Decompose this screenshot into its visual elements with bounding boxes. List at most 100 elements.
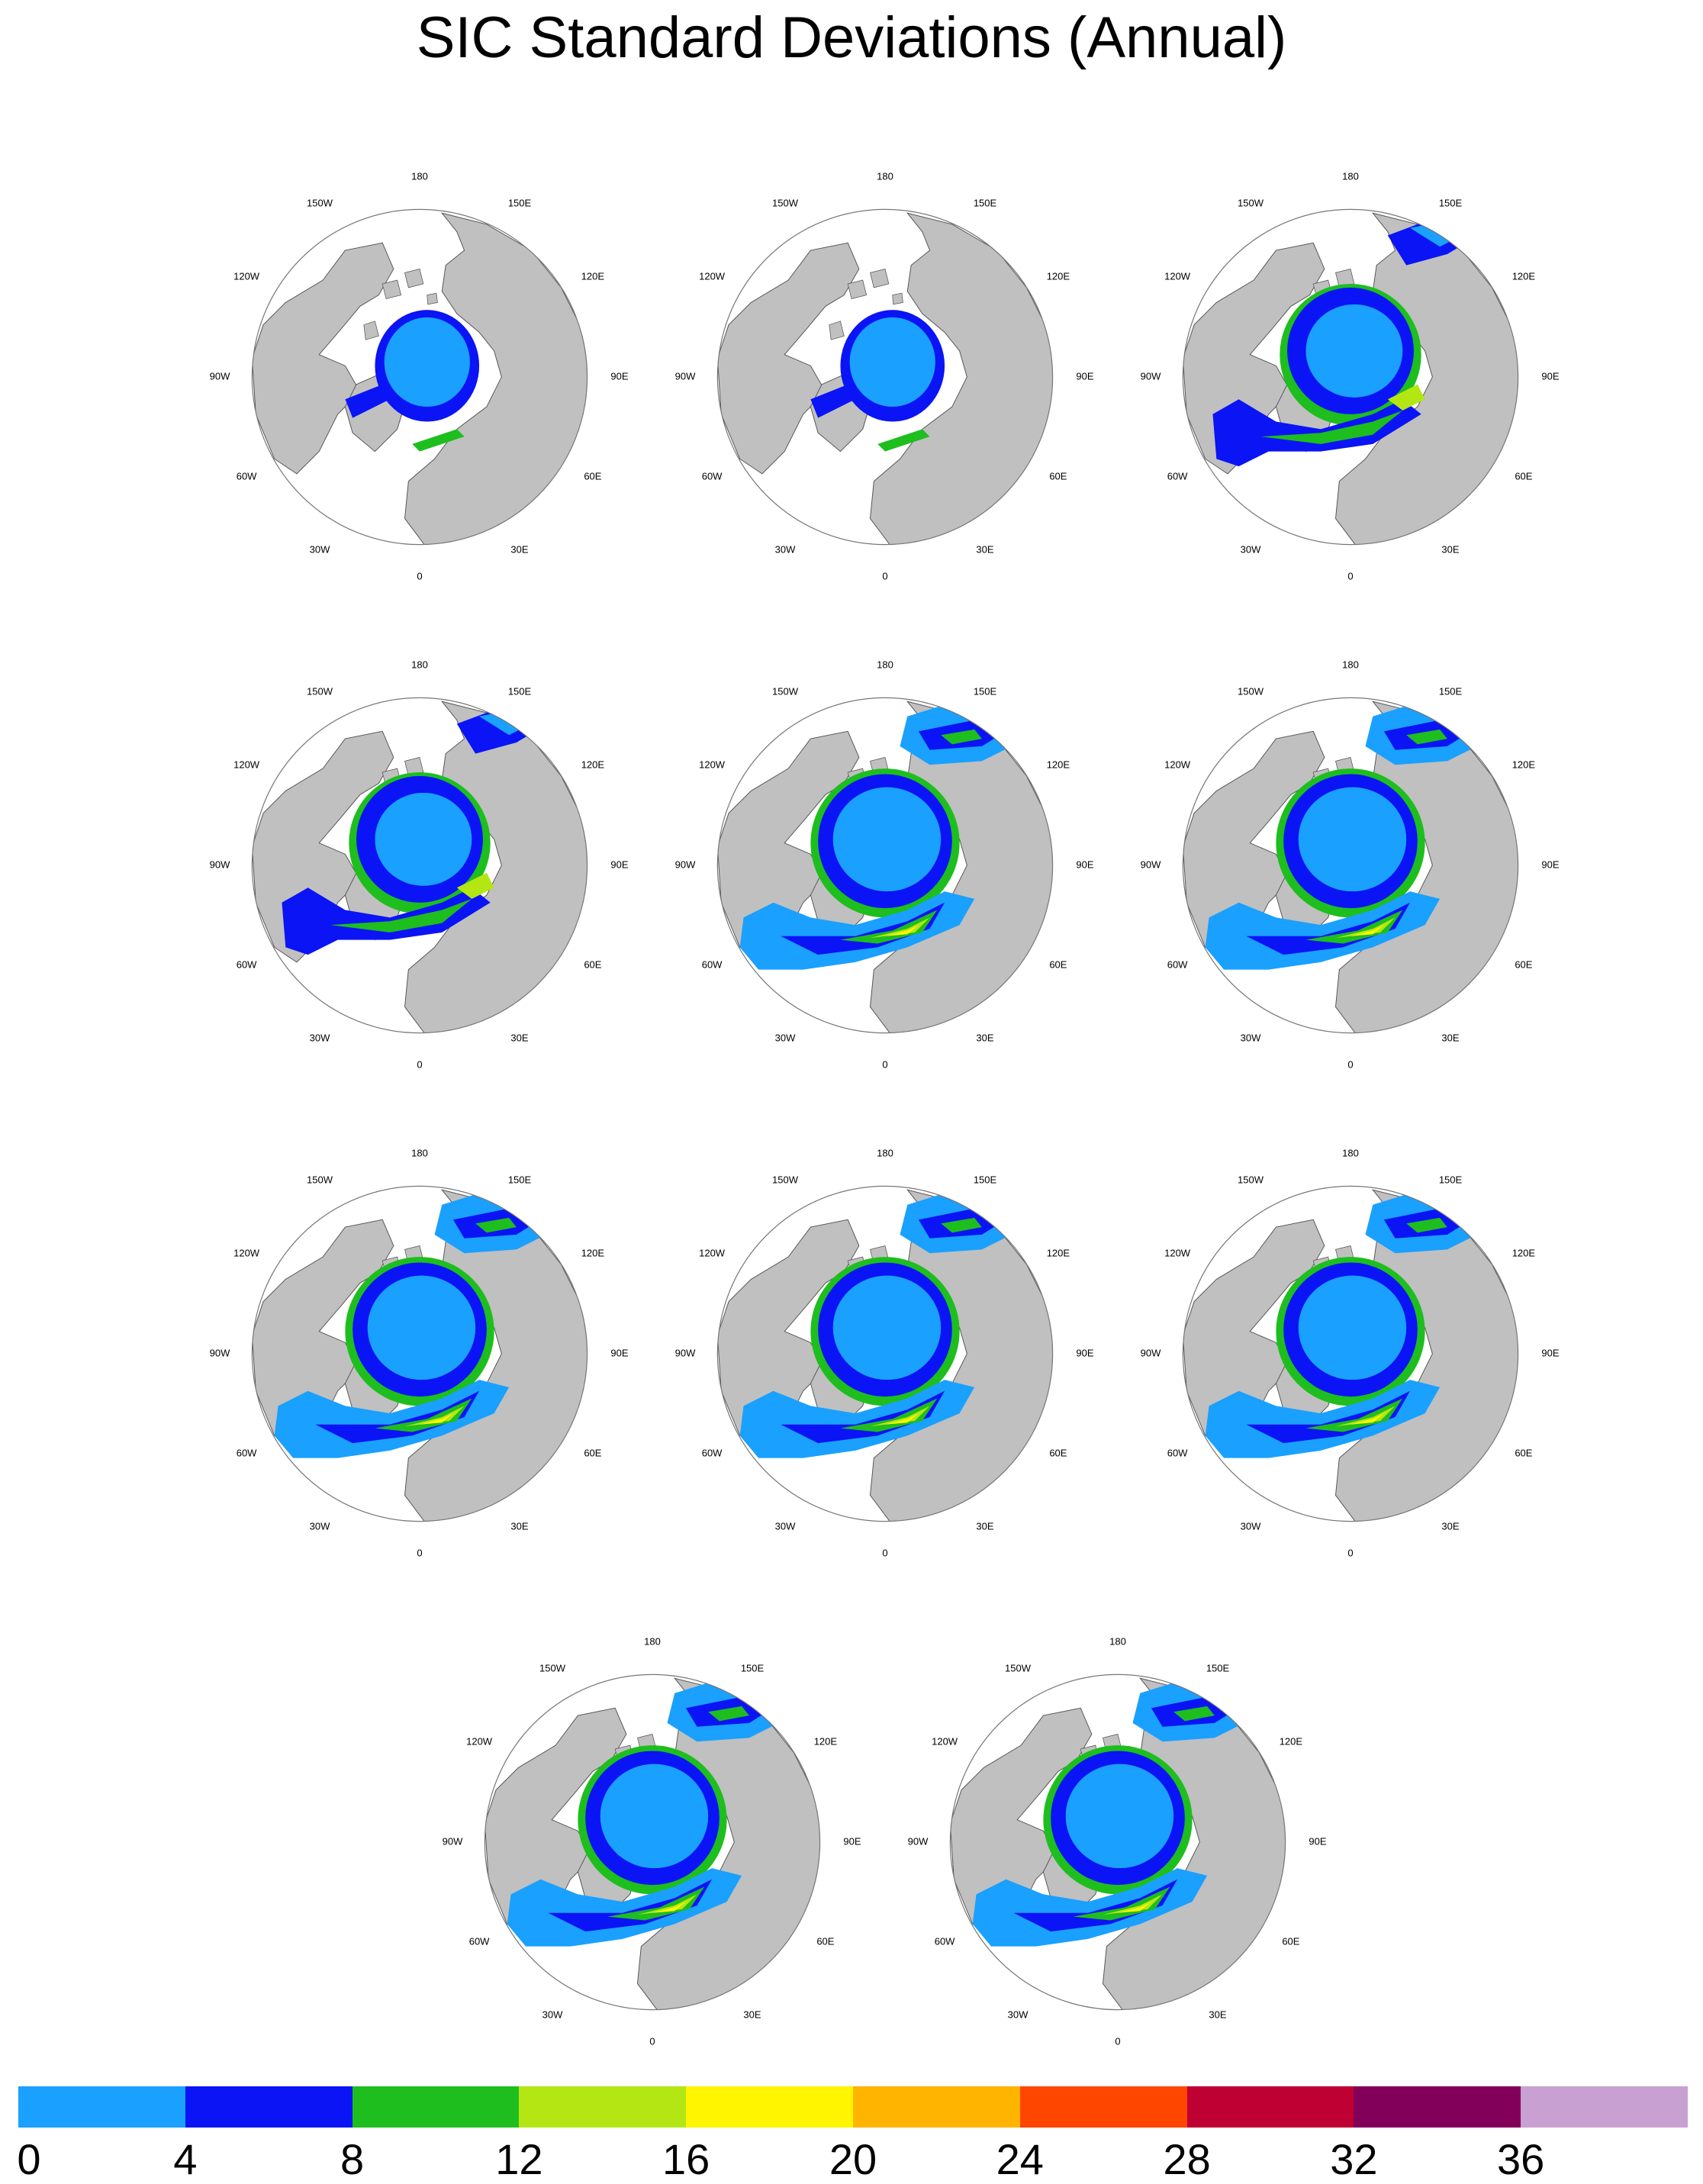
longitude-label: 90W — [675, 370, 696, 382]
longitude-label: 30E — [976, 1520, 993, 1532]
longitude-label: 120E — [1047, 759, 1070, 770]
longitude-label: 30W — [775, 543, 796, 555]
sea-ice-sd-field — [739, 697, 1027, 970]
longitude-label: 30E — [1441, 543, 1459, 555]
polar-map: 180 150E 120E 90E 60E 30E 0 30W 60W 90W 120W 150W — [908, 1635, 1327, 2047]
longitude-label: 60E — [1049, 1447, 1067, 1458]
longitude-label: 60E — [584, 1447, 601, 1458]
longitude-label: 30E — [743, 2008, 761, 2020]
longitude-label: 120W — [699, 270, 726, 282]
longitude-label: 150E — [974, 1174, 997, 1186]
longitude-label: 90E — [610, 858, 628, 870]
colorbar-tick-label: 0 — [17, 2135, 41, 2183]
longitude-label: 90E — [1541, 858, 1559, 870]
longitude-label: 180 — [877, 1147, 893, 1158]
colorbar-segment — [519, 2086, 687, 2128]
longitude-label: 120W — [1164, 759, 1191, 770]
longitude-label: 90E — [1541, 370, 1559, 382]
longitude-label: 60E — [1515, 958, 1532, 970]
longitude-label: 30E — [510, 1032, 528, 1043]
longitude-label: 30W — [310, 1520, 330, 1532]
longitude-label: 30E — [1209, 2008, 1226, 2020]
longitude-label: 150W — [1238, 198, 1264, 209]
longitude-label: 60W — [237, 1447, 257, 1458]
longitude-label: 150W — [307, 686, 333, 697]
sea-ice-sd-field — [972, 1674, 1260, 1947]
longitude-label: 90W — [908, 1835, 929, 1847]
longitude-label: 60W — [1167, 470, 1188, 482]
polar-map: 180 150E 120E 90E 60E 30E 0 30W 60W 90W 120W 150W — [1141, 659, 1560, 1070]
longitude-label: 90E — [1541, 1347, 1559, 1358]
sea-ice-sd-field — [1205, 697, 1492, 970]
sea-ice-sd-field — [274, 1186, 562, 1458]
longitude-label: 120W — [233, 270, 260, 282]
map-panel: 180 150E 120E 90E 60E 30E 0 30W 60W 90W 120W 150W — [656, 603, 1114, 1091]
sea-ice-sd-field — [1205, 1186, 1492, 1458]
longitude-label: 150W — [1238, 686, 1264, 697]
longitude-label: 30W — [1241, 1520, 1261, 1532]
longitude-label: 120E — [1280, 1735, 1303, 1747]
map-boundary — [1182, 1185, 1519, 1522]
map-panel: 180 150E 120E 90E 60E 30E 0 30W 60W 90W 120W 150W — [1122, 1091, 1579, 1580]
colorbar-tick-label: 36 — [1497, 2135, 1545, 2183]
longitude-label: 0 — [1347, 1058, 1353, 1070]
longitude-label: 180 — [411, 170, 428, 182]
longitude-label: 60E — [1515, 470, 1532, 482]
colorbar — [18, 2086, 1688, 2128]
longitude-label: 30W — [775, 1520, 796, 1532]
longitude-label: 90W — [1141, 858, 1161, 870]
longitude-label: 90W — [210, 858, 230, 870]
longitude-label: 60W — [702, 958, 723, 970]
longitude-label: 60W — [935, 1935, 955, 1947]
longitude-label: 60E — [816, 1935, 834, 1947]
map-panel: 180 150E 120E 90E 60E 30E 0 30W 60W 90W 120W 150W — [191, 603, 649, 1091]
longitude-label: 120E — [1047, 1247, 1070, 1258]
map-panel: 180 150E 120E 90E 60E 30E 0 30W 60W 90W 120W 150W — [1122, 603, 1579, 1091]
longitude-label: 60W — [237, 470, 257, 482]
longitude-label: 180 — [1109, 1635, 1126, 1647]
longitude-label: 120W — [1164, 270, 1191, 282]
longitude-label: 180 — [1342, 170, 1359, 182]
colorbar-segment — [18, 2086, 185, 2128]
longitude-label: 150W — [539, 1663, 566, 1674]
longitude-label: 30E — [510, 1520, 528, 1532]
longitude-label: 120W — [233, 759, 260, 770]
colorbar-tick-label: 32 — [1330, 2135, 1378, 2183]
longitude-label: 150W — [307, 198, 333, 209]
longitude-label: 60E — [1049, 470, 1067, 482]
map-panel: 180 150E 120E 90E 60E 30E 0 30W 60W 90W 120W 150W — [1122, 114, 1579, 603]
longitude-label: 60E — [1049, 958, 1067, 970]
longitude-label: 60W — [237, 958, 257, 970]
longitude-label: 90E — [610, 370, 628, 382]
longitude-label: 60E — [584, 958, 601, 970]
longitude-label: 120W — [466, 1735, 493, 1747]
longitude-label: 30E — [510, 543, 528, 555]
longitude-label: 180 — [411, 1147, 428, 1158]
longitude-label: 150E — [1439, 198, 1463, 209]
map-panel: 180 150E 120E 90E 60E 30E 0 30W 60W 90W 120W 150W — [889, 1580, 1347, 2068]
longitude-label: 150W — [772, 1174, 799, 1186]
longitude-label: 30E — [1441, 1520, 1459, 1532]
longitude-label: 150E — [741, 1663, 765, 1674]
map-boundary — [716, 1185, 1054, 1522]
longitude-label: 150E — [974, 686, 997, 697]
longitude-label: 150E — [1439, 1174, 1463, 1186]
longitude-label: 150W — [1005, 1663, 1032, 1674]
map-boundary — [484, 1673, 821, 2011]
map-boundary — [1182, 208, 1519, 546]
longitude-label: 90E — [610, 1347, 628, 1358]
map-panel: 180 150E 120E 90E 60E 30E 0 30W 60W 90W 120W 150W — [191, 1091, 649, 1580]
map-panel: 180 150E 120E 90E 60E 30E 0 30W 60W 90W 120W 150W — [423, 1580, 881, 2068]
longitude-label: 90E — [1076, 370, 1093, 382]
polar-map: 180 150E 120E 90E 60E 30E 0 30W 60W 90W 120W 150W — [210, 170, 629, 581]
longitude-label: 30W — [542, 2008, 563, 2020]
colorbar-segment — [1354, 2086, 1521, 2128]
colorbar-tick-label: 20 — [829, 2135, 877, 2183]
longitude-label: 90W — [1141, 1347, 1161, 1358]
polar-map: 180 150E 120E 90E 60E 30E 0 30W 60W 90W 120W 150W — [675, 1147, 1094, 1558]
longitude-label: 0 — [1347, 570, 1353, 581]
longitude-label: 30W — [1008, 2008, 1029, 2020]
longitude-label: 150E — [508, 198, 532, 209]
longitude-label: 120E — [814, 1735, 838, 1747]
longitude-label: 30W — [1241, 1032, 1261, 1043]
